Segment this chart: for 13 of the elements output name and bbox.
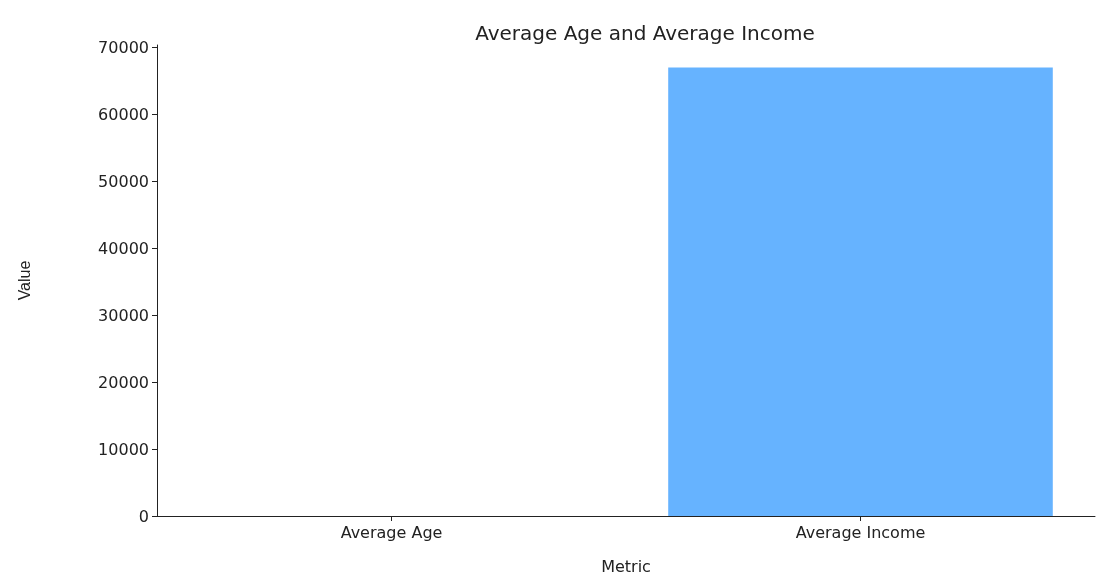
y-tick-label: 60000 <box>98 104 149 124</box>
y-tick-label: 50000 <box>98 171 149 191</box>
y-tick-label: 20000 <box>98 372 149 392</box>
y-tick-label: 30000 <box>98 305 149 325</box>
x-tick-label: Average Age <box>340 522 443 542</box>
y-tick-label: 70000 <box>98 37 149 57</box>
chart-title: Average Age and Average Income <box>475 21 815 45</box>
x-axis-title: Metric <box>601 556 651 576</box>
y-tick-label: 0 <box>138 506 149 526</box>
y-tick-label: 10000 <box>98 439 149 459</box>
y-tick-label: 40000 <box>98 238 149 258</box>
y-axis-title: Value <box>15 260 33 301</box>
x-tick-label: Average Income <box>795 522 926 542</box>
